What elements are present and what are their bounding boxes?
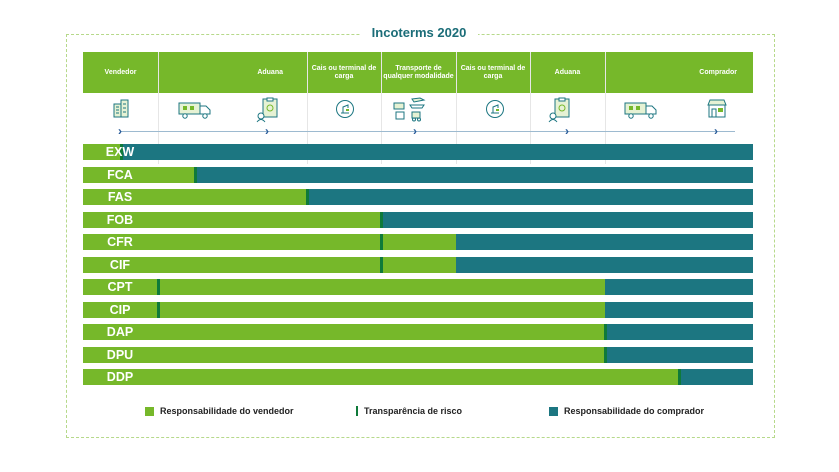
seller-responsibility-bar [83, 302, 605, 318]
header-cell-3: Cais ou terminal de carga [311, 64, 377, 80]
risk-transfer-marker [120, 144, 123, 160]
port-crane-icon [335, 99, 355, 124]
seller-responsibility-bar [83, 234, 456, 250]
column-divider [158, 52, 159, 164]
header-cell-7: Comprador [699, 68, 737, 76]
column-divider [307, 52, 308, 164]
customs-document-icon [547, 97, 573, 128]
header-cell-1: Vendedor [104, 68, 137, 76]
incoterm-row-ddp: DDP [83, 369, 753, 385]
risk-transfer-marker [380, 234, 383, 250]
seller-responsibility-bar [83, 279, 605, 295]
seller-responsibility-bar [83, 369, 679, 385]
risk-transfer-marker [306, 189, 309, 205]
risk-transfer-marker [604, 347, 607, 363]
incoterm-row-exw: EXW [83, 144, 753, 160]
legend-risk-swatch [356, 406, 358, 416]
incoterm-code: FOB [106, 213, 134, 227]
seller-responsibility-bar [83, 189, 307, 205]
chevron-right-icon: › [565, 124, 569, 138]
header-cell-4: Transporte de qualquer modalidade [383, 64, 454, 80]
legend-seller: Responsabilidade do vendedor [145, 406, 294, 416]
column-divider [605, 52, 606, 164]
incoterm-code: CPT [107, 280, 133, 294]
legend-buyer-swatch [549, 406, 558, 416]
incoterm-code: EXW [105, 145, 135, 159]
header-cell-6: Aduana [554, 68, 581, 76]
legend-buyer-label: Responsabilidade do comprador [564, 406, 705, 416]
incoterm-code: CIF [109, 258, 131, 272]
incoterm-row-fob: FOB [83, 212, 753, 228]
seller-responsibility-bar [83, 257, 456, 273]
incoterm-row-cpt: CPT [83, 279, 753, 295]
incoterm-row-cfr: CFR [83, 234, 753, 250]
incoterm-row-dpu: DPU [83, 347, 753, 363]
incoterm-row-fca: FCA [83, 167, 753, 183]
header-cell-5: Cais ou terminal de carga [460, 64, 526, 80]
risk-transfer-marker [380, 257, 383, 273]
store-icon [706, 98, 728, 123]
risk-transfer-marker [157, 302, 160, 318]
seller-responsibility-bar [83, 324, 605, 340]
risk-transfer-marker [380, 212, 383, 228]
seller-responsibility-bar [83, 212, 381, 228]
factory-icon [112, 98, 130, 123]
incoterm-code: DDP [106, 370, 134, 384]
chevron-right-icon: › [714, 124, 718, 138]
diagram-title: Incoterms 2020 [360, 22, 478, 44]
truck-icon [624, 100, 658, 125]
seller-responsibility-bar [83, 144, 121, 160]
legend-risk: Transparência de risco [356, 406, 462, 416]
legend-seller-swatch [145, 406, 154, 416]
incoterm-row-cif: CIF [83, 257, 753, 273]
legend-risk-label: Transparência de risco [364, 406, 463, 416]
incoterm-code: FAS [107, 190, 133, 204]
truck-icon [178, 100, 212, 125]
incoterm-row-fas: FAS [83, 189, 753, 205]
chevron-right-icon: › [413, 124, 417, 138]
risk-transfer-marker [678, 369, 681, 385]
multimodal-transport-icon [392, 96, 428, 127]
risk-transfer-marker [604, 324, 607, 340]
legend-seller-label: Responsabilidade do vendedor [160, 406, 294, 416]
chevron-right-icon: › [265, 124, 269, 138]
column-divider [381, 52, 382, 164]
header-band [83, 52, 753, 93]
chevron-right-icon: › [118, 124, 122, 138]
incoterm-code: FCA [107, 168, 133, 182]
customs-document-icon [255, 97, 281, 128]
column-divider [530, 52, 531, 164]
incoterm-row-cip: CIP [83, 302, 753, 318]
column-divider [456, 52, 457, 164]
risk-transfer-marker [157, 279, 160, 295]
incoterm-row-dap: DAP [83, 324, 753, 340]
incoterm-code: DAP [106, 325, 134, 339]
incoterm-code: CFR [107, 235, 133, 249]
risk-transfer-marker [194, 167, 197, 183]
incoterm-code: CIP [109, 303, 131, 317]
flow-line [120, 131, 735, 132]
seller-responsibility-bar [83, 347, 605, 363]
header-cell-2: Aduana [257, 68, 283, 76]
port-crane-icon [485, 99, 505, 124]
seller-responsibility-bar [83, 167, 195, 183]
incoterm-code: DPU [106, 348, 134, 362]
legend-buyer: Responsabilidade do comprador [549, 406, 704, 416]
